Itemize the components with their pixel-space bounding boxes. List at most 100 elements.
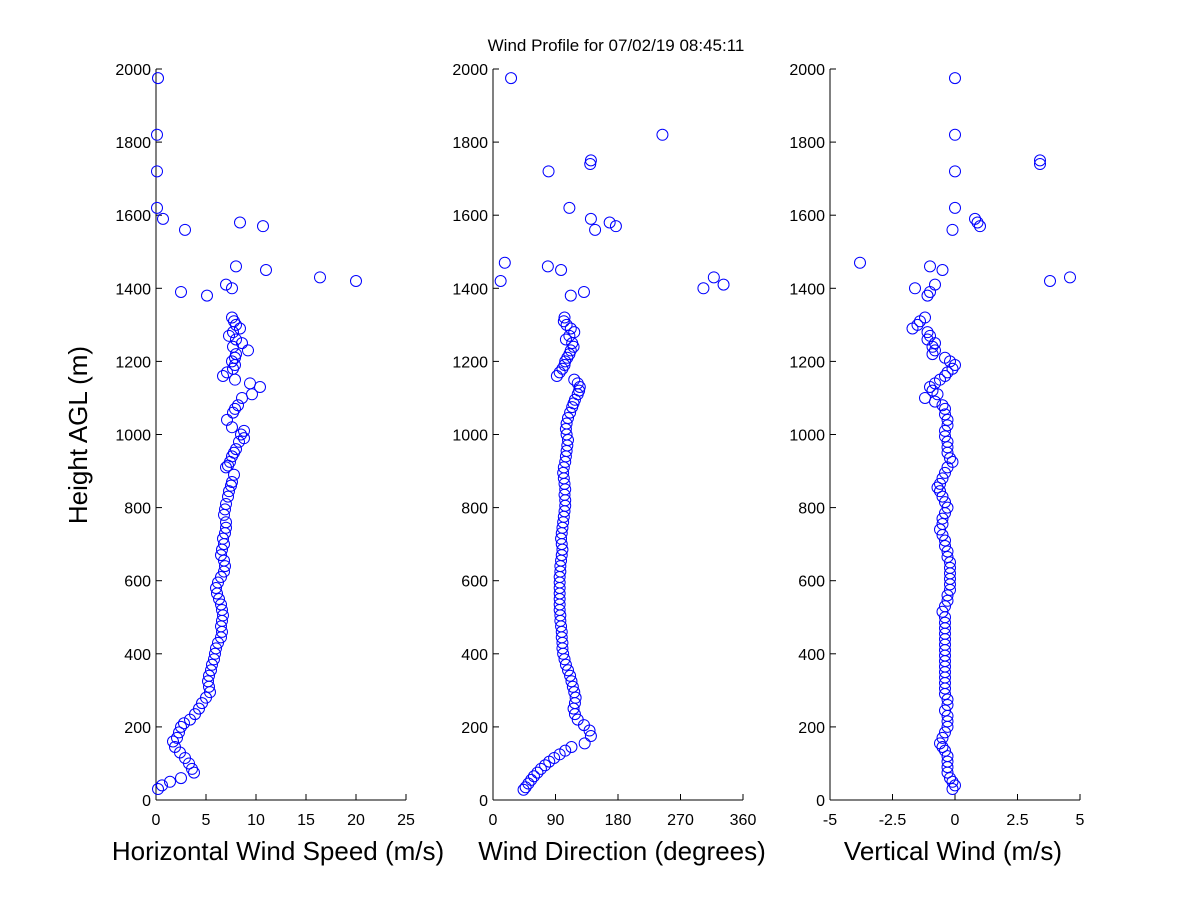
y-tick-label: 800 [124, 501, 151, 518]
y-tick-label: 200 [798, 720, 825, 737]
data-point [567, 340, 580, 353]
data-point [906, 322, 919, 335]
data-point [151, 128, 163, 141]
x-tick-label: -2.5 [879, 812, 907, 829]
data-point [557, 315, 570, 328]
data-point [939, 408, 951, 421]
data-point [558, 311, 571, 324]
data-point [215, 631, 227, 644]
data-point [220, 521, 232, 534]
data-point [946, 775, 959, 788]
data-point [941, 419, 954, 432]
data-point [939, 744, 951, 757]
data-point [936, 264, 949, 277]
data-point [225, 479, 237, 492]
data-point [941, 761, 954, 774]
data-point [226, 282, 238, 295]
data-point [206, 658, 218, 671]
data-point [220, 278, 232, 291]
x-tick-label: 0 [152, 812, 161, 829]
data-point [203, 680, 215, 693]
data-point [934, 477, 946, 490]
data-point [221, 366, 233, 379]
data-point [939, 507, 951, 520]
data-point [946, 223, 959, 236]
data-point [534, 762, 547, 775]
y-tick-label: 1800 [452, 135, 488, 152]
data-point [936, 512, 949, 525]
data-point [563, 201, 576, 214]
data-point [215, 549, 227, 562]
data-point [565, 675, 578, 688]
data-point [555, 264, 568, 277]
data-point [939, 402, 951, 415]
data-point [941, 413, 954, 426]
subplot-wind-direction: 0 200 400 600 800 1000 1200 1400 1600 1800 2000 0 90… [452, 62, 765, 866]
data-point [926, 348, 939, 361]
y-tick-label: 400 [461, 647, 488, 664]
y-tick-label: 2000 [452, 62, 488, 79]
data-point [151, 201, 163, 214]
data-point [941, 594, 954, 607]
data-point [949, 165, 961, 178]
data-point [564, 669, 577, 682]
data-point [603, 216, 616, 229]
data-point [936, 399, 949, 412]
data-point [568, 708, 581, 721]
data-point [218, 538, 230, 551]
y-axis-label: Height AGL (m) [63, 346, 93, 524]
data-point [941, 446, 954, 459]
data-point [1044, 274, 1056, 287]
y-tick-label: 1600 [789, 208, 825, 225]
data-point [560, 318, 573, 331]
data-point [226, 355, 238, 368]
data-point [936, 529, 949, 542]
data-point [584, 158, 597, 171]
data-point [941, 720, 954, 733]
data-point [257, 220, 269, 233]
data-point [656, 128, 669, 141]
y-tick-label: 1800 [789, 135, 825, 152]
y-tick-label: 0 [816, 793, 825, 810]
data-point [939, 534, 951, 547]
x-tick-label: 25 [397, 812, 415, 829]
data-point [235, 428, 247, 441]
data-points [854, 72, 1076, 796]
data-point [173, 726, 185, 739]
data-point [559, 333, 572, 346]
data-point [936, 490, 949, 503]
data-point [566, 680, 579, 693]
data-point [562, 664, 574, 677]
data-point [178, 717, 190, 730]
y-tick-label: 600 [124, 574, 151, 591]
data-point [230, 260, 242, 273]
data-point [210, 582, 222, 595]
y-tick-label: 1400 [452, 281, 488, 298]
data-point [531, 766, 544, 779]
data-point [934, 485, 946, 498]
data-point [934, 523, 946, 536]
data-point [931, 388, 944, 401]
data-point [941, 693, 954, 706]
data-point [944, 578, 956, 591]
data-point [941, 545, 954, 558]
y-tick-label: 2000 [115, 62, 151, 79]
y-tick-label: 200 [461, 720, 488, 737]
data-point [152, 783, 164, 796]
x-tick-label: 0 [489, 812, 498, 829]
data-point [583, 724, 596, 737]
y-tick-label: 1200 [115, 354, 151, 371]
y-tick-label: 0 [142, 793, 151, 810]
data-point [157, 212, 169, 225]
data-point [936, 605, 949, 618]
x-tick-label: 270 [667, 812, 694, 829]
x-tick-label: -5 [823, 812, 837, 829]
data-point [946, 783, 959, 796]
data-point [236, 391, 248, 404]
y-tick-label: 1400 [115, 281, 151, 298]
data-point [183, 757, 195, 770]
data-point [542, 165, 555, 178]
x-tick-label: 15 [297, 812, 315, 829]
data-point [924, 380, 936, 393]
